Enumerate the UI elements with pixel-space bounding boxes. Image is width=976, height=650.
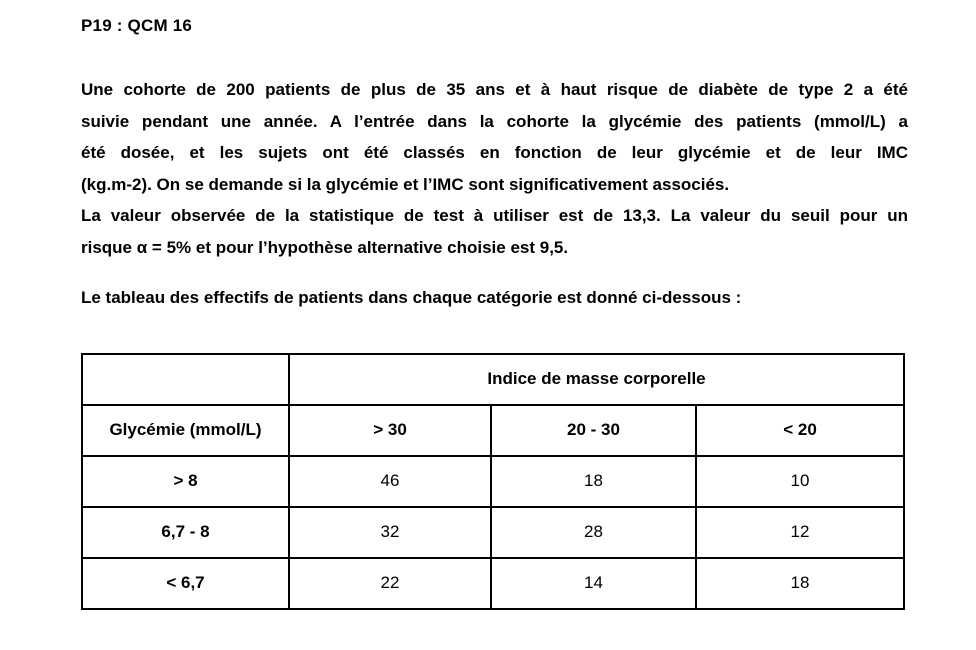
cell-value: 22: [288, 556, 492, 610]
question-paragraph: Une cohorte de 200 patients de plus de 3…: [81, 74, 908, 200]
row-label: < 6,7: [81, 556, 290, 610]
cell-value: 32: [288, 505, 492, 559]
col-header-gt-30: > 30: [288, 403, 492, 457]
cell-value: 18: [490, 454, 697, 508]
table-group-header-row: Indice de masse corporelle: [81, 352, 906, 406]
paragraph-line: Une cohorte de 200 patients de plus de 3…: [81, 80, 908, 99]
paragraph-line: (kg.m-2). On se demande si la glycémie e…: [81, 174, 730, 194]
row-label: > 8: [81, 454, 290, 508]
page-title: P19 : QCM 16: [81, 16, 193, 35]
cell-value: 28: [490, 505, 697, 559]
paragraph-line: La valeur observée de la statistique de …: [81, 206, 908, 226]
statistic-paragraph: La valeur observée de la statistique de …: [81, 200, 908, 263]
table-row: 6,7 - 8 32 28 12: [81, 505, 906, 559]
cell-value: 18: [694, 556, 906, 610]
table-row: > 8 46 18 10: [81, 454, 906, 508]
table-corner-cell: [81, 352, 290, 406]
row-label: 6,7 - 8: [81, 505, 290, 559]
table-column-header-row: Glycémie (mmol/L) > 30 20 - 30 < 20: [81, 403, 906, 457]
cell-value: 12: [694, 505, 906, 559]
row-header-label: Glycémie (mmol/L): [81, 403, 290, 457]
cell-value: 10: [694, 454, 906, 508]
paragraph-line: risque α = 5% et pour l’hypothèse altern…: [81, 237, 569, 257]
col-header-lt-20: < 20: [694, 403, 906, 457]
paragraph-line: suivie pendant une année. A l’entrée dan…: [81, 111, 908, 131]
cell-value: 46: [288, 454, 492, 508]
table-intro: Le tableau des effectifs de patients dan…: [81, 287, 742, 307]
col-header-20-30: 20 - 30: [490, 403, 697, 457]
cell-value: 14: [490, 556, 697, 610]
table-group-header: Indice de masse corporelle: [287, 352, 906, 406]
paragraph-line: été dosée, et les sujets ont été classés…: [81, 143, 908, 163]
table-row: < 6,7 22 14 18: [81, 556, 906, 610]
contingency-table: Indice de masse corporelle Glycémie (mmo…: [81, 352, 906, 610]
